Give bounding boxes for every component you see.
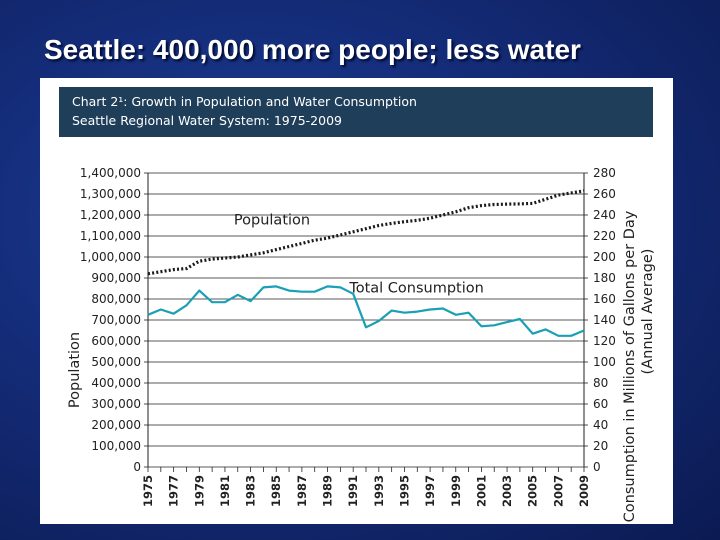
y2-tick-label: 100 bbox=[593, 355, 616, 369]
x-tick-label: 1979 bbox=[192, 475, 206, 507]
x-axis-ticks: 1975 1977 1979 1981 1983 1985 1987 1989 1991 1993… bbox=[141, 467, 591, 507]
x-tick-label: 2001 bbox=[474, 475, 488, 507]
y-tick-label: 1,300,000 bbox=[80, 187, 141, 201]
x-tick-label: 1999 bbox=[449, 475, 463, 507]
series-line-consumption bbox=[147, 285, 585, 337]
x-tick-label: 1983 bbox=[244, 475, 258, 507]
x-tick-label: 1987 bbox=[295, 475, 309, 507]
y-tick-label: 400,000 bbox=[91, 376, 141, 390]
chart-subtitle: Seattle Regional Water System: 1975-2009 bbox=[72, 113, 342, 128]
y2-tick-label: 200 bbox=[593, 250, 616, 264]
y2-tick-label: 20 bbox=[593, 439, 608, 453]
x-tick-label: 1981 bbox=[218, 475, 232, 507]
x-tick-label: 2009 bbox=[577, 475, 591, 507]
y-tick-label: 1,400,000 bbox=[80, 166, 141, 180]
x-tick-label: 1991 bbox=[346, 475, 360, 507]
y2-tick-label: 0 bbox=[593, 460, 601, 474]
y-tick-label: 800,000 bbox=[91, 292, 141, 306]
population-consumption-chart: 0 100,000 200,000 300,000 400,000 500,000 600,… bbox=[67, 166, 656, 522]
y-tick-label: 600,000 bbox=[91, 334, 141, 348]
y2-tick-label: 160 bbox=[593, 292, 616, 306]
y-tick-label: 500,000 bbox=[91, 355, 141, 369]
y2-axis-label-sub: (Annual Average) bbox=[640, 249, 656, 375]
left-axis-ticks: 0 100,000 200,000 300,000 400,000 500,000 600,… bbox=[80, 166, 148, 474]
slide-title: Seattle: 400,000 more people; less water bbox=[44, 34, 581, 65]
right-axis-ticks: 0 20 40 60 80 100 120 140 160 180 200 220 240 260 280 bbox=[584, 166, 616, 474]
chart-panel: Chart 2¹: Growth in Population and Water… bbox=[40, 78, 673, 524]
consumption-annotation: Total Consumption bbox=[348, 281, 484, 297]
x-tick-label: 2003 bbox=[500, 475, 514, 507]
population-annotation: Population bbox=[234, 212, 310, 228]
y-tick-label: 1,000,000 bbox=[80, 250, 141, 264]
x-tick-label: 1975 bbox=[141, 475, 155, 507]
x-tick-label: 1977 bbox=[167, 475, 181, 507]
y2-tick-label: 220 bbox=[593, 229, 616, 243]
y2-tick-label: 180 bbox=[593, 271, 616, 285]
x-tick-label: 2007 bbox=[551, 475, 565, 507]
y2-tick-label: 280 bbox=[593, 166, 616, 180]
y-tick-label: 1,200,000 bbox=[80, 208, 141, 222]
y-tick-label: 700,000 bbox=[91, 313, 141, 327]
x-tick-label: 1985 bbox=[269, 475, 283, 507]
y2-tick-label: 40 bbox=[593, 418, 608, 432]
x-tick-label: 1995 bbox=[397, 475, 411, 507]
y2-tick-label: 260 bbox=[593, 187, 616, 201]
y2-axis-label: Consumption in Millions of Gallons per D… bbox=[622, 210, 638, 522]
y2-tick-label: 120 bbox=[593, 334, 616, 348]
series-line-population bbox=[147, 189, 585, 276]
y-tick-label: 100,000 bbox=[91, 439, 141, 453]
series-lines bbox=[147, 189, 585, 337]
x-tick-label: 1989 bbox=[321, 475, 335, 507]
x-tick-label: 1997 bbox=[423, 475, 437, 507]
y-tick-label: 900,000 bbox=[91, 271, 141, 285]
y-tick-label: 0 bbox=[133, 460, 141, 474]
y-axis-label: Population bbox=[67, 332, 83, 408]
y2-tick-label: 80 bbox=[593, 376, 608, 390]
x-tick-label: 1993 bbox=[372, 475, 386, 507]
y-tick-label: 200,000 bbox=[91, 418, 141, 432]
y2-tick-label: 60 bbox=[593, 397, 608, 411]
chart-header: Chart 2¹: Growth in Population and Water… bbox=[59, 87, 653, 137]
x-tick-label: 2005 bbox=[526, 475, 540, 507]
y-tick-label: 300,000 bbox=[91, 397, 141, 411]
y-tick-label: 1,100,000 bbox=[80, 229, 141, 243]
chart-title: Chart 2¹: Growth in Population and Water… bbox=[72, 94, 417, 109]
y2-tick-label: 240 bbox=[593, 208, 616, 222]
axis-labels: Population Total Consumption Population Con… bbox=[67, 210, 656, 522]
y2-tick-label: 140 bbox=[593, 313, 616, 327]
